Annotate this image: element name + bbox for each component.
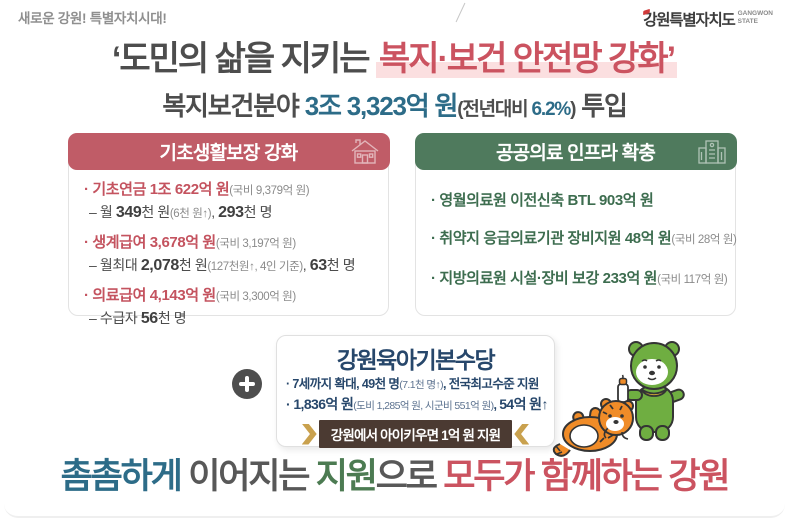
text-run: 54억 원↑ [499, 395, 548, 412]
text-run: 천 명 [243, 203, 273, 220]
text-run: · 의료급여 4,143억 원 [84, 286, 216, 304]
text-run: 이어지는 [180, 457, 316, 496]
logo-subtext: GANGWON STATE [738, 10, 773, 26]
text-run: 복지·보건 안전망 강화’ [375, 40, 678, 78]
text-run: · 기초연금 1조 622억 원 [84, 180, 230, 198]
text-run: , [211, 203, 219, 220]
text-run: 지원 [315, 457, 378, 496]
text-run: (전년대비 [457, 99, 532, 120]
text-run: · 지방의료원 시설·장비 보강 233억 원 [431, 269, 658, 287]
text-run: 293 [218, 203, 244, 221]
text-run: 천 원 [178, 256, 208, 273]
card-basic-livelihood: 기초생활보장 강화 · 기초연금 1조 622억 원(국비 9,379억 원) … [67, 132, 390, 327]
text-run: (국비 117억 원) [657, 273, 728, 286]
text-run: (국비 3,197억 원) [215, 237, 296, 250]
ribbon-chevron-right-icon [514, 423, 530, 445]
subtitle: 복지보건분야 3조 3,323억 원(전년대비 6.2%) 투입 [0, 86, 789, 123]
allowance-line: · 7세까지 확대, 49천 명(7.1천 명↑), 전국최고수준 지원 [277, 375, 554, 395]
card-right-header: 공공의료 인프라 확충 [414, 132, 737, 170]
text-run: (127천원↑, 4인 기준) [207, 260, 303, 273]
text-run: · 취약지 응급의료기관 장비지원 48억 원 [431, 229, 672, 247]
card-left-title: 기초생활보장 강화 [159, 142, 299, 164]
gangwon-state-logo: 강원특별자치도 GANGWON STATE [643, 8, 773, 30]
house-icon [351, 138, 378, 164]
text-run: 56 [140, 309, 158, 327]
text-run: 63 [309, 256, 327, 274]
text-run: (7.1천 명↑) [399, 379, 443, 391]
top-slogan: 새로운 강원! 특별자치시대! [18, 11, 167, 26]
text-run: , 전국최고수준 지원 [442, 377, 539, 391]
text-run: – 수급자 [89, 309, 141, 326]
bottom-tagline: 촘촘하게 이어지는 지원으로 모두가 함께하는 강원 [0, 456, 789, 498]
text-run: , [493, 397, 500, 412]
ribbon-text: 강원에서 아이키우면 1억 원 지원 [318, 420, 513, 448]
text-run: 천 명 [326, 256, 356, 273]
item-main-line: · 지방의료원 시설·장비 보강 233억 원(국비 117억 원) [431, 268, 728, 291]
text-run: (국비 28억 원) [671, 233, 737, 246]
plus-icon [232, 369, 262, 399]
text-run: (국비 3,300억 원) [215, 290, 296, 303]
text-run: (6천 원↑) [169, 207, 212, 220]
item-main-line: · 의료급여 4,143억 원(국비 3,300억 원) [84, 285, 373, 308]
list-item: · 생계급여 3,678억 원(국비 3,197억 원) – 월최대 2,078… [84, 232, 373, 278]
text-run: (도비 1,285억 원, 시군비 551억 원) [353, 399, 494, 412]
card-right-body: · 영월의료원 이전신축 BTL 903억 원 · 취약지 응급의료기관 장비지… [416, 170, 737, 291]
card-right-title: 공공의료 인프라 확충 [495, 142, 656, 164]
text-run: 촘촘하게 [60, 457, 183, 496]
allowance-box: 강원육아기본수당 · 7세까지 확대, 49천 명(7.1천 명↑), 전국최고… [276, 335, 555, 448]
text-run: 천 원 [141, 203, 170, 220]
allowance-title: 강원육아기본수당 [336, 347, 496, 373]
text-run: · 영월의료원 이전신축 BTL 903억 원 [431, 191, 654, 209]
item-sub-line: – 수급자 56천 명 [84, 308, 373, 329]
text-run: 모두가 함께하는 강원 [443, 457, 730, 496]
card-left-body: · 기초연금 1조 622억 원(국비 9,379억 원) – 월 349천 원… [69, 170, 388, 329]
text-run: · 1,836억 원 [286, 395, 354, 412]
text-run: · 7세까지 확대, 49천 명 [286, 377, 400, 391]
item-sub-line: – 월최대 2,078천 원(127천원↑, 4인 기준), 63천 명 [84, 255, 373, 278]
allowance-ribbon: 강원에서 아이키우면 1억 원 지원 [277, 420, 554, 448]
hospital-icon [697, 139, 726, 164]
text-run: · 생계급여 3,678억 원 [84, 233, 216, 251]
main-title: ‘도민의 삶을 지키는 복지·보건 안전망 강화’ [0, 40, 789, 79]
item-main-line: · 기초연금 1조 622억 원(국비 9,379억 원) [84, 179, 373, 202]
text-run: 2,078 [140, 256, 179, 274]
text-run: 천 명 [157, 309, 187, 326]
text-run: 349 [115, 203, 142, 221]
mascot-bear-and-tiger [552, 341, 685, 457]
logo-subtext-line1: GANGWON [737, 10, 773, 17]
item-main-line: · 영월의료원 이전신축 BTL 903억 원 [431, 190, 720, 211]
text-run: – 월 [89, 203, 116, 220]
text-run: , [302, 256, 310, 273]
list-item: · 의료급여 4,143억 원(국비 3,300억 원) – 수급자 56천 명 [84, 285, 373, 329]
item-sub-line: – 월 349천 원(6천 원↑), 293천 명 [84, 202, 373, 225]
text-run: ) [570, 99, 576, 120]
text-run: 투입 [575, 91, 628, 121]
text-run: – 월최대 [89, 256, 141, 273]
text-run: (국비 9,379억 원) [229, 184, 310, 197]
allowance-line: · 1,836억 원(도비 1,285억 원, 시군비 551억 원), 54억… [277, 395, 554, 416]
card-public-medical: 공공의료 인프라 확충 · 영월의료원 이전신축 BTL 903억 원 · 취약… [414, 132, 737, 316]
list-item: · 기초연금 1조 622억 원(국비 9,379억 원) – 월 349천 원… [84, 179, 373, 225]
bottom-rounded-edge [4, 504, 785, 518]
text-run: 으로 [375, 457, 444, 496]
ribbon-chevron-left-icon [301, 423, 317, 445]
text-run: 복지보건분야 [162, 91, 305, 121]
text-run: 3조 3,323억 원 [304, 91, 459, 121]
logo-text: 강원특별자치도 [643, 12, 736, 29]
item-main-line: · 취약지 응급의료기관 장비지원 48억 원(국비 28억 원) [431, 228, 737, 251]
text-run: ‘도민의 삶을 지키는 [111, 40, 376, 78]
card-left-header: 기초생활보장 강화 [67, 132, 390, 170]
logo-subtext-line2: STATE [737, 17, 758, 25]
text-run: 6.2% [531, 99, 572, 120]
decorative-diagonal-line [455, 2, 466, 23]
item-main-line: · 생계급여 3,678억 원(국비 3,197억 원) [84, 232, 373, 255]
